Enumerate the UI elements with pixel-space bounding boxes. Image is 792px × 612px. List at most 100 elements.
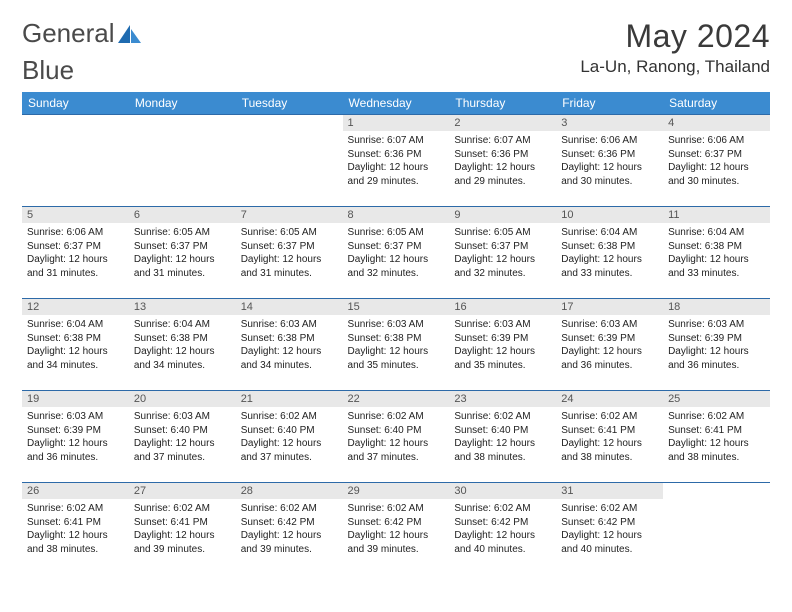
day-number: 8 [343, 207, 450, 223]
day-number: 16 [449, 299, 556, 315]
calendar-day-cell: 7Sunrise: 6:05 AMSunset: 6:37 PMDaylight… [236, 207, 343, 299]
day-number: 30 [449, 483, 556, 499]
calendar-week-row: 26Sunrise: 6:02 AMSunset: 6:41 PMDayligh… [22, 483, 770, 575]
daylight-line: Daylight: 12 hours and 31 minutes. [27, 253, 124, 280]
sunrise-line: Sunrise: 6:07 AM [348, 134, 445, 148]
calendar-day-cell: 29Sunrise: 6:02 AMSunset: 6:42 PMDayligh… [343, 483, 450, 575]
calendar-day-cell: 31Sunrise: 6:02 AMSunset: 6:42 PMDayligh… [556, 483, 663, 575]
sunrise-line: Sunrise: 6:02 AM [134, 502, 231, 516]
weekday-header-row: SundayMondayTuesdayWednesdayThursdayFrid… [22, 92, 770, 115]
weekday-header: Wednesday [343, 92, 450, 115]
calendar-day-cell: 21Sunrise: 6:02 AMSunset: 6:40 PMDayligh… [236, 391, 343, 483]
sunset-line: Sunset: 6:38 PM [561, 240, 658, 254]
sunrise-line: Sunrise: 6:03 AM [134, 410, 231, 424]
sunset-line: Sunset: 6:38 PM [27, 332, 124, 346]
sunrise-line: Sunrise: 6:02 AM [561, 502, 658, 516]
daylight-line: Daylight: 12 hours and 39 minutes. [134, 529, 231, 556]
weekday-header: Saturday [663, 92, 770, 115]
day-info: Sunrise: 6:05 AMSunset: 6:37 PMDaylight:… [343, 223, 450, 280]
day-info: Sunrise: 6:02 AMSunset: 6:40 PMDaylight:… [449, 407, 556, 464]
daylight-line: Daylight: 12 hours and 39 minutes. [348, 529, 445, 556]
daylight-line: Daylight: 12 hours and 31 minutes. [241, 253, 338, 280]
day-info: Sunrise: 6:02 AMSunset: 6:41 PMDaylight:… [663, 407, 770, 464]
day-info: Sunrise: 6:06 AMSunset: 6:37 PMDaylight:… [22, 223, 129, 280]
calendar-day-cell: 27Sunrise: 6:02 AMSunset: 6:41 PMDayligh… [129, 483, 236, 575]
sunset-line: Sunset: 6:39 PM [668, 332, 765, 346]
sunset-line: Sunset: 6:40 PM [454, 424, 551, 438]
day-info: Sunrise: 6:03 AMSunset: 6:40 PMDaylight:… [129, 407, 236, 464]
day-info: Sunrise: 6:02 AMSunset: 6:41 PMDaylight:… [556, 407, 663, 464]
sunset-line: Sunset: 6:41 PM [134, 516, 231, 530]
day-info: Sunrise: 6:03 AMSunset: 6:39 PMDaylight:… [449, 315, 556, 372]
calendar-week-row: 19Sunrise: 6:03 AMSunset: 6:39 PMDayligh… [22, 391, 770, 483]
day-number: 9 [449, 207, 556, 223]
day-info: Sunrise: 6:04 AMSunset: 6:38 PMDaylight:… [556, 223, 663, 280]
sunrise-line: Sunrise: 6:02 AM [241, 502, 338, 516]
sunset-line: Sunset: 6:37 PM [134, 240, 231, 254]
day-number: 6 [129, 207, 236, 223]
day-info: Sunrise: 6:02 AMSunset: 6:40 PMDaylight:… [343, 407, 450, 464]
brand-sail-icon [117, 23, 143, 45]
daylight-line: Daylight: 12 hours and 29 minutes. [348, 161, 445, 188]
calendar-day-cell: 16Sunrise: 6:03 AMSunset: 6:39 PMDayligh… [449, 299, 556, 391]
calendar-day-cell: 25Sunrise: 6:02 AMSunset: 6:41 PMDayligh… [663, 391, 770, 483]
sunset-line: Sunset: 6:42 PM [348, 516, 445, 530]
calendar-day-cell: 15Sunrise: 6:03 AMSunset: 6:38 PMDayligh… [343, 299, 450, 391]
sunrise-line: Sunrise: 6:03 AM [668, 318, 765, 332]
sunrise-line: Sunrise: 6:02 AM [348, 410, 445, 424]
calendar-day-cell: 17Sunrise: 6:03 AMSunset: 6:39 PMDayligh… [556, 299, 663, 391]
day-number: 24 [556, 391, 663, 407]
day-info: Sunrise: 6:03 AMSunset: 6:39 PMDaylight:… [556, 315, 663, 372]
daylight-line: Daylight: 12 hours and 30 minutes. [561, 161, 658, 188]
day-info: Sunrise: 6:03 AMSunset: 6:39 PMDaylight:… [22, 407, 129, 464]
day-info: Sunrise: 6:06 AMSunset: 6:37 PMDaylight:… [663, 131, 770, 188]
calendar-week-row: 1Sunrise: 6:07 AMSunset: 6:36 PMDaylight… [22, 115, 770, 207]
day-number: 5 [22, 207, 129, 223]
day-number: 10 [556, 207, 663, 223]
daylight-line: Daylight: 12 hours and 30 minutes. [668, 161, 765, 188]
calendar-day-cell: 28Sunrise: 6:02 AMSunset: 6:42 PMDayligh… [236, 483, 343, 575]
sunset-line: Sunset: 6:40 PM [134, 424, 231, 438]
sunrise-line: Sunrise: 6:02 AM [668, 410, 765, 424]
day-info: Sunrise: 6:02 AMSunset: 6:42 PMDaylight:… [556, 499, 663, 556]
month-title: May 2024 [580, 18, 770, 55]
sunset-line: Sunset: 6:38 PM [241, 332, 338, 346]
calendar-day-cell: 6Sunrise: 6:05 AMSunset: 6:37 PMDaylight… [129, 207, 236, 299]
calendar-day-cell: 3Sunrise: 6:06 AMSunset: 6:36 PMDaylight… [556, 115, 663, 207]
brand-word-2: Blue [22, 55, 770, 86]
daylight-line: Daylight: 12 hours and 38 minutes. [27, 529, 124, 556]
calendar-day-cell: 9Sunrise: 6:05 AMSunset: 6:37 PMDaylight… [449, 207, 556, 299]
day-number: 17 [556, 299, 663, 315]
day-number: 2 [449, 115, 556, 131]
sunset-line: Sunset: 6:42 PM [241, 516, 338, 530]
calendar-day-cell: 24Sunrise: 6:02 AMSunset: 6:41 PMDayligh… [556, 391, 663, 483]
daylight-line: Daylight: 12 hours and 35 minutes. [348, 345, 445, 372]
day-number: 1 [343, 115, 450, 131]
day-info: Sunrise: 6:02 AMSunset: 6:41 PMDaylight:… [129, 499, 236, 556]
sunrise-line: Sunrise: 6:03 AM [27, 410, 124, 424]
day-number: 25 [663, 391, 770, 407]
sunrise-line: Sunrise: 6:05 AM [134, 226, 231, 240]
daylight-line: Daylight: 12 hours and 29 minutes. [454, 161, 551, 188]
sunset-line: Sunset: 6:41 PM [561, 424, 658, 438]
sunset-line: Sunset: 6:39 PM [454, 332, 551, 346]
sunrise-line: Sunrise: 6:06 AM [561, 134, 658, 148]
day-number: 21 [236, 391, 343, 407]
sunrise-line: Sunrise: 6:02 AM [348, 502, 445, 516]
daylight-line: Daylight: 12 hours and 34 minutes. [241, 345, 338, 372]
day-number: 3 [556, 115, 663, 131]
calendar-day-cell: 2Sunrise: 6:07 AMSunset: 6:36 PMDaylight… [449, 115, 556, 207]
daylight-line: Daylight: 12 hours and 39 minutes. [241, 529, 338, 556]
sunset-line: Sunset: 6:42 PM [454, 516, 551, 530]
calendar-week-row: 12Sunrise: 6:04 AMSunset: 6:38 PMDayligh… [22, 299, 770, 391]
sunrise-line: Sunrise: 6:02 AM [454, 410, 551, 424]
calendar-day-cell [22, 115, 129, 207]
calendar-week-row: 5Sunrise: 6:06 AMSunset: 6:37 PMDaylight… [22, 207, 770, 299]
sunset-line: Sunset: 6:40 PM [348, 424, 445, 438]
day-info: Sunrise: 6:02 AMSunset: 6:40 PMDaylight:… [236, 407, 343, 464]
sunset-line: Sunset: 6:36 PM [454, 148, 551, 162]
day-number: 27 [129, 483, 236, 499]
sunset-line: Sunset: 6:37 PM [241, 240, 338, 254]
daylight-line: Daylight: 12 hours and 32 minutes. [454, 253, 551, 280]
daylight-line: Daylight: 12 hours and 33 minutes. [668, 253, 765, 280]
